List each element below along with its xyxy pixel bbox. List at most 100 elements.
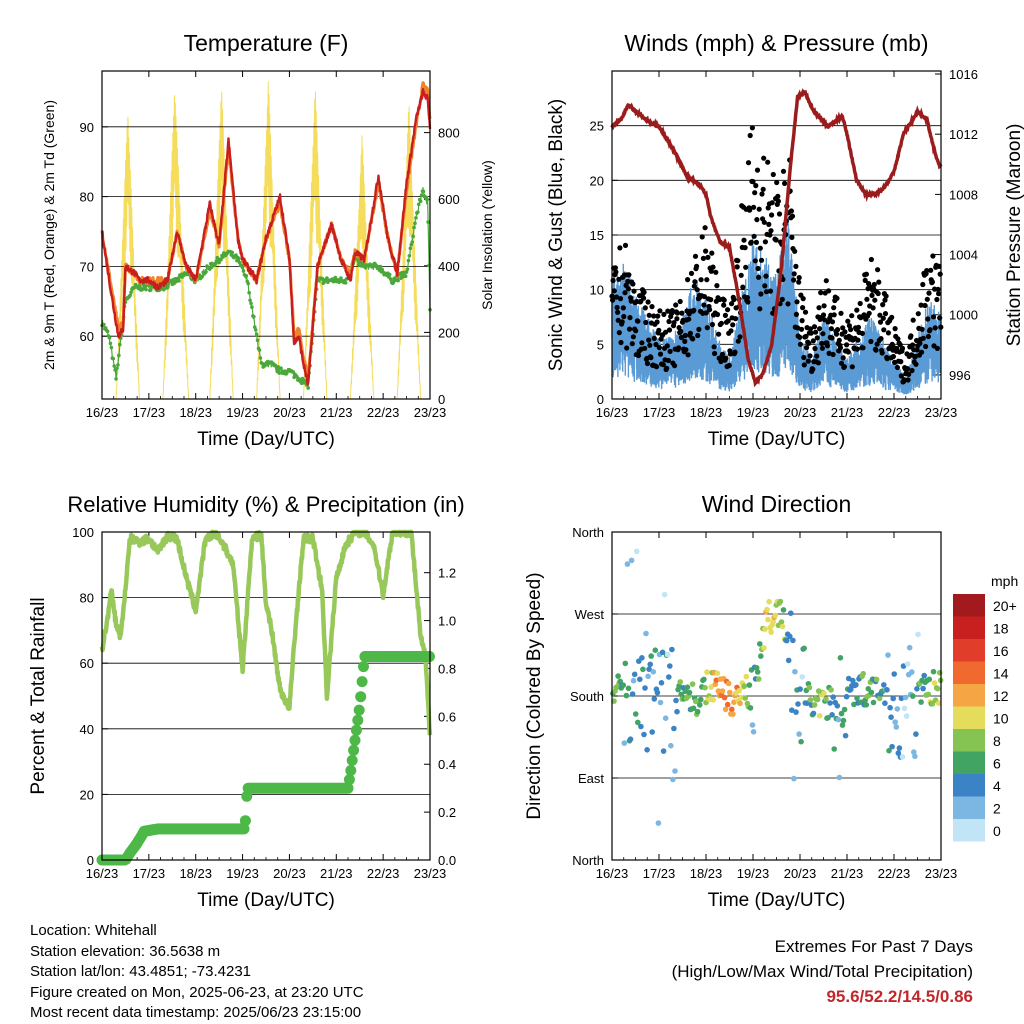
direction-point <box>701 676 707 683</box>
y2-tick-label: 600 <box>438 192 460 207</box>
gust-point <box>682 332 688 339</box>
gust-point <box>683 347 689 353</box>
legend-label: 8 <box>993 733 1001 749</box>
y-tick-label: 0 <box>87 853 94 868</box>
legend-label: 10 <box>993 711 1009 727</box>
gust-point <box>622 242 629 248</box>
precip-point <box>342 782 354 794</box>
legend-label: 16 <box>993 643 1009 659</box>
gust-point <box>646 337 652 343</box>
direction-point <box>796 731 802 737</box>
gust-point <box>894 345 900 352</box>
direction-point <box>753 665 760 671</box>
direction-point <box>755 676 762 682</box>
direction-point <box>722 706 729 713</box>
y-tick-label: 5 <box>597 337 604 352</box>
gust-point <box>808 330 814 336</box>
gust-point <box>775 198 782 204</box>
direction-point <box>615 673 621 679</box>
direction-point <box>721 694 728 701</box>
direction-point <box>651 696 658 702</box>
direction-point <box>643 630 649 637</box>
plot-border <box>101 70 431 400</box>
legend-swatch <box>953 819 985 842</box>
gust-point <box>820 312 827 318</box>
gust-point <box>859 330 866 336</box>
gust-point <box>671 320 677 326</box>
direction-point <box>772 612 779 619</box>
direction-point <box>633 548 640 555</box>
x-tick-label: 16/23 <box>86 405 119 420</box>
direction-point <box>795 701 801 707</box>
x-tick-label: 22/23 <box>367 405 400 420</box>
direction-point <box>652 647 659 653</box>
x-tick-label: 16/23 <box>86 866 119 881</box>
direction-point <box>639 655 645 661</box>
precip-point <box>355 691 367 703</box>
direction-point <box>724 701 731 708</box>
direction-point <box>816 713 823 719</box>
gust-point <box>628 298 634 304</box>
gust-point <box>763 289 770 295</box>
gust-point <box>734 264 740 270</box>
gust-point <box>819 340 825 347</box>
gust-point <box>651 313 657 319</box>
legend-label: 0 <box>993 823 1001 839</box>
gust-point <box>915 311 921 317</box>
speed-legend: mph 20+ 18 16 14 12 10 8 6 4 2 0 <box>953 573 1018 842</box>
direction-point <box>697 702 703 708</box>
direction-point <box>807 697 814 703</box>
gust-point <box>732 316 739 322</box>
gust-point <box>767 232 773 238</box>
extremes-box: Extremes For Past 7 Days (High/Low/Max W… <box>672 934 973 1009</box>
direction-point <box>647 661 653 668</box>
gust-point <box>849 364 855 370</box>
direction-point <box>741 683 748 689</box>
gust-point <box>758 291 764 297</box>
direction-point <box>757 641 763 647</box>
legend-label: 14 <box>993 666 1009 682</box>
y2-tick-label: 0.0 <box>438 853 456 868</box>
gust-point <box>918 302 924 308</box>
gust-point <box>883 293 889 299</box>
gust-point <box>614 304 620 311</box>
x-tick-label: 23/23 <box>925 866 958 881</box>
gust-point <box>791 277 797 283</box>
direction-point <box>727 689 733 696</box>
y-tick-label: 10 <box>590 283 604 298</box>
gust-point <box>718 320 725 326</box>
direction-point <box>719 688 726 694</box>
temperature-panel: Temperature (F) 16/23 17/23 18/23 19/23 20/23… <box>41 30 495 450</box>
humidity-precip-panel: Relative Humidity (%) & Precipitation (i… <box>28 492 465 911</box>
gust-point <box>654 319 660 325</box>
extremes-subtitle: (High/Low/Max Wind/Total Precipitation) <box>671 962 973 981</box>
direction-point <box>620 682 627 688</box>
x-tick-label: 21/23 <box>831 866 864 881</box>
legend-label: 6 <box>993 756 1001 772</box>
legend-swatch <box>953 751 985 774</box>
gust-point <box>752 258 758 264</box>
gust-point <box>750 179 756 185</box>
created-text: Figure created on Mon, 2025-06-23, at 23… <box>30 983 364 1001</box>
gust-point <box>762 283 768 289</box>
gust-point <box>932 325 938 331</box>
gust-point <box>780 168 787 174</box>
precip-point <box>239 815 251 827</box>
gust-point <box>819 345 826 351</box>
gust-point <box>745 160 752 166</box>
gust-point <box>651 335 657 341</box>
gust-point <box>815 360 822 366</box>
gust-point <box>711 344 717 350</box>
direction-point <box>713 677 720 683</box>
direction-point <box>791 775 797 782</box>
direction-point <box>860 670 866 677</box>
gust-point <box>622 290 628 296</box>
gust-point <box>862 277 868 283</box>
gust-point <box>701 302 707 308</box>
gust-point <box>820 331 826 337</box>
x-axis-label: Time (Day/UTC) <box>708 429 846 450</box>
gust-point <box>611 288 617 294</box>
gust-point <box>880 315 886 321</box>
gust-point <box>919 326 925 332</box>
